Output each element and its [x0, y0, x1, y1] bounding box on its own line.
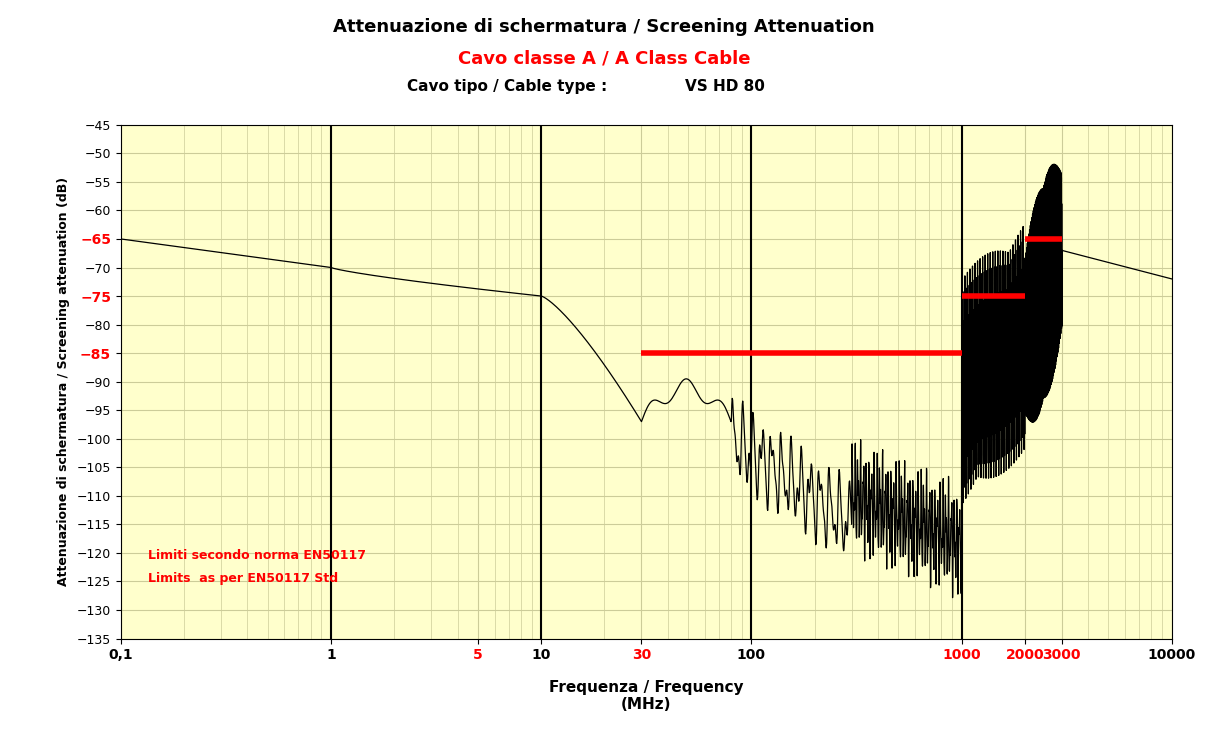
Text: Frequenza / Frequency
(MHz): Frequenza / Frequency (MHz) [548, 680, 744, 712]
Text: VS HD 80: VS HD 80 [685, 79, 765, 93]
Text: Limiti secondo norma EN50117: Limiti secondo norma EN50117 [149, 549, 366, 562]
Y-axis label: Attenuazione di schermatura / Screening attenuation (dB): Attenuazione di schermatura / Screening … [57, 177, 70, 586]
Text: Cavo tipo / Cable type :: Cavo tipo / Cable type : [407, 79, 608, 93]
Text: Cavo classe A / A Class Cable: Cavo classe A / A Class Cable [458, 50, 750, 68]
Text: Attenuazione di schermatura / Screening Attenuation: Attenuazione di schermatura / Screening … [333, 18, 875, 37]
Text: Limits  as per EN50117 Std: Limits as per EN50117 Std [149, 572, 338, 585]
